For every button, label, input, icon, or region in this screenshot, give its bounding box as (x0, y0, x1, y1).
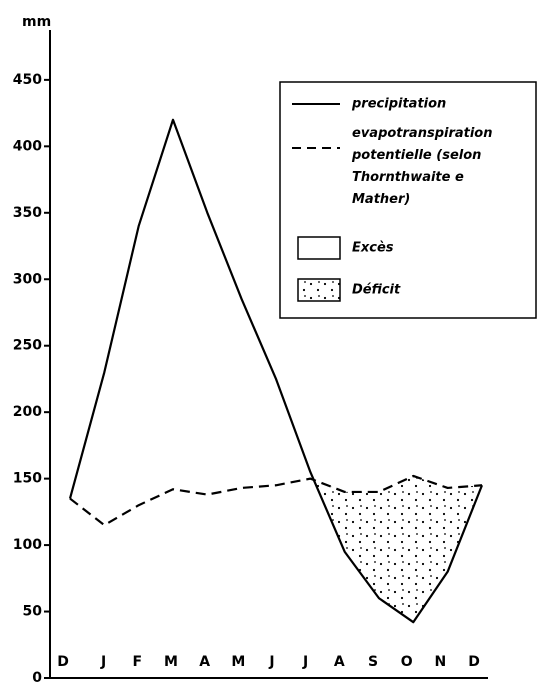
y-tick-label: 200 (13, 404, 42, 420)
series-line (68, 118, 484, 624)
x-tick-label: J (268, 654, 274, 670)
y-tick-label: 50 (23, 604, 43, 620)
x-tick-label: D (468, 654, 480, 670)
x-tick-label: J (100, 654, 106, 670)
series-line (69, 474, 483, 527)
deficit-area (313, 475, 482, 623)
y-tick-label: 100 (13, 537, 42, 553)
y-tick-label: 300 (13, 271, 42, 287)
x-tick-label: F (133, 654, 143, 670)
x-tick-label: N (434, 654, 446, 670)
y-tick-label: 0 (32, 670, 42, 686)
x-tick-label: S (368, 654, 378, 670)
legend-label: Déficit (352, 283, 401, 298)
x-tick-label: M (231, 654, 245, 670)
legend-label: Excès (352, 241, 394, 256)
x-tick-label: O (401, 654, 413, 670)
y-tick-label: 350 (13, 205, 42, 221)
y-axis-label: mm (22, 14, 51, 30)
legend-swatch (297, 278, 341, 302)
x-tick-label: J (302, 654, 308, 670)
x-tick-label: M (164, 654, 178, 670)
legend-label: precipitation (351, 97, 446, 112)
x-tick-label: D (57, 654, 69, 670)
y-tick-label: 250 (13, 338, 42, 354)
legend-swatch (297, 236, 341, 260)
x-tick-label: A (199, 654, 210, 670)
y-tick-label: 400 (13, 138, 42, 154)
x-tick-label: A (334, 654, 345, 670)
legend: precipitation evapotranspiration potentie… (279, 81, 537, 319)
y-tick-label: 150 (13, 471, 42, 487)
y-tick-label: 450 (13, 72, 42, 88)
legend-label: evapotranspiration potentielle (selon Thor… (351, 126, 493, 207)
